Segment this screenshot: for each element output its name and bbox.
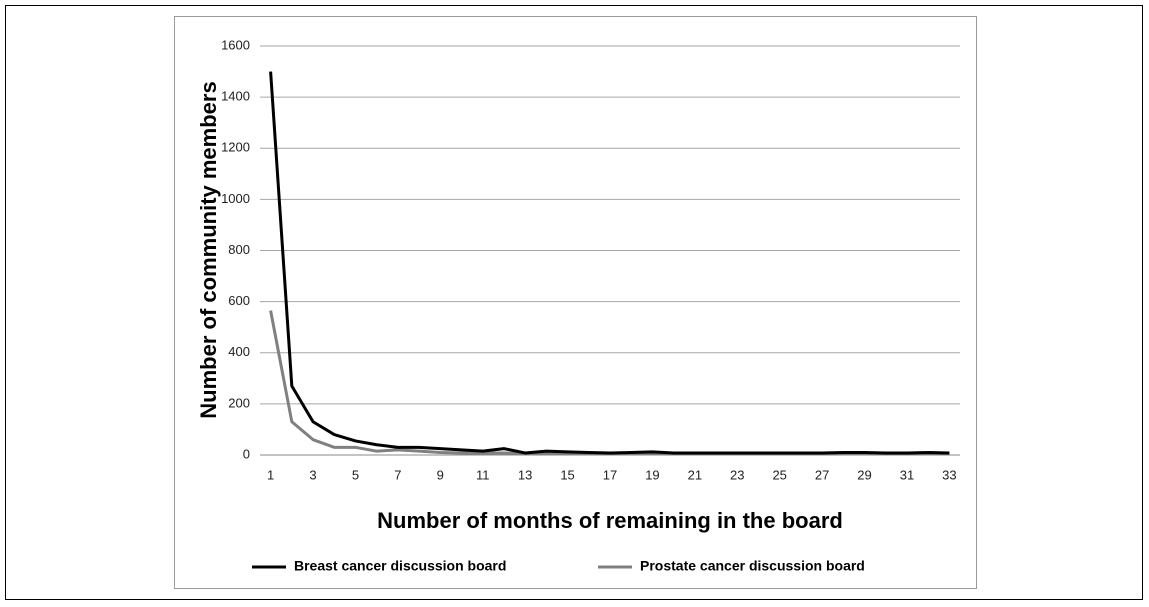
y-axis-title: Number of community members: [196, 81, 221, 418]
y-tick-label: 1400: [221, 89, 250, 104]
x-tick-label: 15: [560, 467, 574, 482]
x-tick-label: 5: [352, 467, 359, 482]
x-tick-label: 17: [603, 467, 617, 482]
x-tick-label: 21: [688, 467, 702, 482]
x-tick-label: 29: [857, 467, 871, 482]
legend-label: Prostate cancer discussion board: [640, 558, 865, 574]
chart-frame: [174, 16, 977, 589]
y-tick-label: 1200: [221, 140, 250, 155]
series-line: [269, 310, 950, 456]
x-tick-label: 25: [772, 467, 786, 482]
y-tick-label: 1600: [221, 37, 250, 52]
y-tick-label: 600: [228, 293, 250, 308]
x-tick-label: 11: [476, 467, 490, 482]
x-tick-label: 9: [437, 467, 444, 482]
y-tick-label: 0: [243, 446, 250, 461]
y-tick-label: 800: [228, 242, 250, 257]
y-tick-label: 400: [228, 344, 250, 359]
outer-frame: [5, 5, 1143, 600]
x-tick-label: 1: [267, 467, 274, 482]
series-line: [269, 71, 950, 455]
y-tick-label: 1000: [221, 191, 250, 206]
x-axis-title: Number of months of remaining in the boa…: [377, 508, 843, 533]
x-tick-label: 3: [309, 467, 316, 482]
x-tick-label: 27: [815, 467, 829, 482]
x-tick-label: 7: [394, 467, 401, 482]
x-tick-label: 33: [942, 467, 956, 482]
x-tick-label: 13: [518, 467, 532, 482]
y-tick-label: 200: [228, 395, 250, 410]
x-tick-label: 31: [900, 467, 914, 482]
legend-label: Breast cancer discussion board: [294, 558, 506, 574]
x-tick-label: 19: [645, 467, 659, 482]
x-tick-label: 23: [730, 467, 744, 482]
